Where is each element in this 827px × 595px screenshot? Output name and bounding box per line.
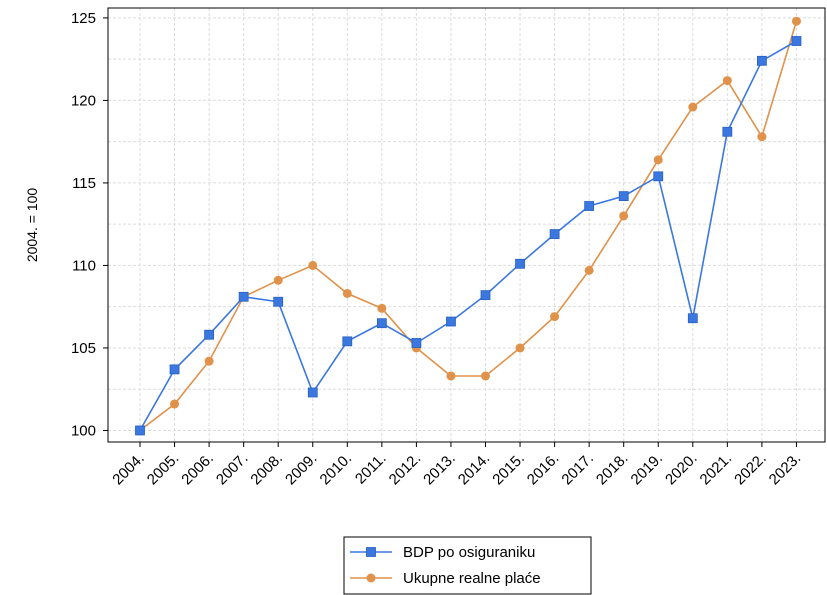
data-point [618, 191, 629, 202]
data-point [688, 102, 698, 112]
data-point [411, 338, 422, 348]
x-tick-label: 2016. [524, 450, 563, 489]
series-line [139, 40, 797, 431]
data-point [722, 126, 733, 137]
x-tick-label: 2006. [178, 450, 217, 489]
x-tick-label: 2009. [282, 450, 321, 489]
x-tick-label: 2014. [455, 450, 494, 489]
legend-box [343, 536, 592, 595]
data-point [687, 313, 698, 324]
x-tick-label: 2005. [144, 450, 183, 489]
x-axis: 2004.2005.2006.2007.2008.2009.2010.2011.… [109, 442, 804, 488]
data-point [584, 265, 594, 275]
data-point [481, 371, 490, 381]
x-tick-label: 2019. [628, 450, 667, 489]
data-point [342, 336, 353, 347]
x-tick-label: 2007. [213, 450, 252, 489]
data-point [791, 36, 802, 46]
y-axis-title: 2004. = 100 [24, 188, 40, 263]
data-point [480, 290, 491, 301]
x-tick-label: 2023. [766, 450, 805, 489]
data-point [307, 387, 318, 398]
y-tick-label: 100 [71, 422, 96, 439]
y-tick-label: 120 [71, 92, 96, 109]
data-point [619, 211, 629, 221]
data-point [135, 425, 145, 436]
data-point [342, 288, 352, 298]
data-point [170, 399, 180, 409]
x-tick-label: 2018. [593, 450, 632, 489]
x-tick-label: 2021. [697, 450, 736, 489]
plot-area-frame [107, 7, 826, 443]
data-point [791, 16, 801, 26]
y-tick-label: 125 [71, 10, 96, 27]
legend-marker [366, 547, 376, 557]
data-point [584, 201, 595, 211]
data-point [273, 296, 284, 307]
x-tick-label: 2012. [386, 450, 425, 489]
legend-label: Ukupne realne plaće [403, 570, 541, 587]
data-point [722, 76, 732, 86]
data-point [515, 343, 525, 353]
data-point [204, 356, 214, 366]
y-tick-label: 110 [72, 257, 96, 274]
data-point [169, 364, 180, 375]
series-line [139, 20, 798, 432]
x-tick-label: 2017. [558, 450, 597, 489]
x-tick-label: 2013. [420, 450, 459, 489]
data-point [549, 229, 560, 239]
x-tick-label: 2020. [662, 450, 701, 489]
data-point [238, 291, 249, 302]
data-point [377, 303, 387, 313]
legend: BDP po osiguraniku Ukupne realne plaće [343, 536, 592, 595]
data-point [550, 312, 560, 322]
legend-marker [366, 573, 376, 583]
legend-label: BDP po osiguraniku [403, 544, 535, 561]
series-layer [135, 16, 802, 436]
data-point [308, 260, 318, 270]
data-point [515, 258, 525, 269]
x-tick-label: 2011. [352, 450, 390, 488]
x-tick-label: 2004. [109, 450, 148, 489]
data-point [653, 171, 664, 182]
y-axis: 100 105 110 115 120 125 [71, 10, 108, 439]
data-point [446, 371, 456, 381]
data-point [446, 316, 456, 327]
data-point [757, 55, 767, 66]
data-point [376, 318, 387, 329]
grid-lines [108, 8, 825, 442]
x-tick-label: 2015. [489, 450, 528, 489]
y-tick-label: 105 [71, 340, 96, 357]
y-tick-label: 115 [72, 175, 96, 192]
data-point [273, 275, 283, 285]
data-point [757, 132, 767, 142]
x-tick-label: 2022. [731, 450, 770, 489]
x-tick-label: 2010. [317, 450, 356, 489]
x-tick-label: 2008. [247, 450, 286, 489]
data-point [653, 155, 663, 165]
data-point [204, 329, 215, 340]
